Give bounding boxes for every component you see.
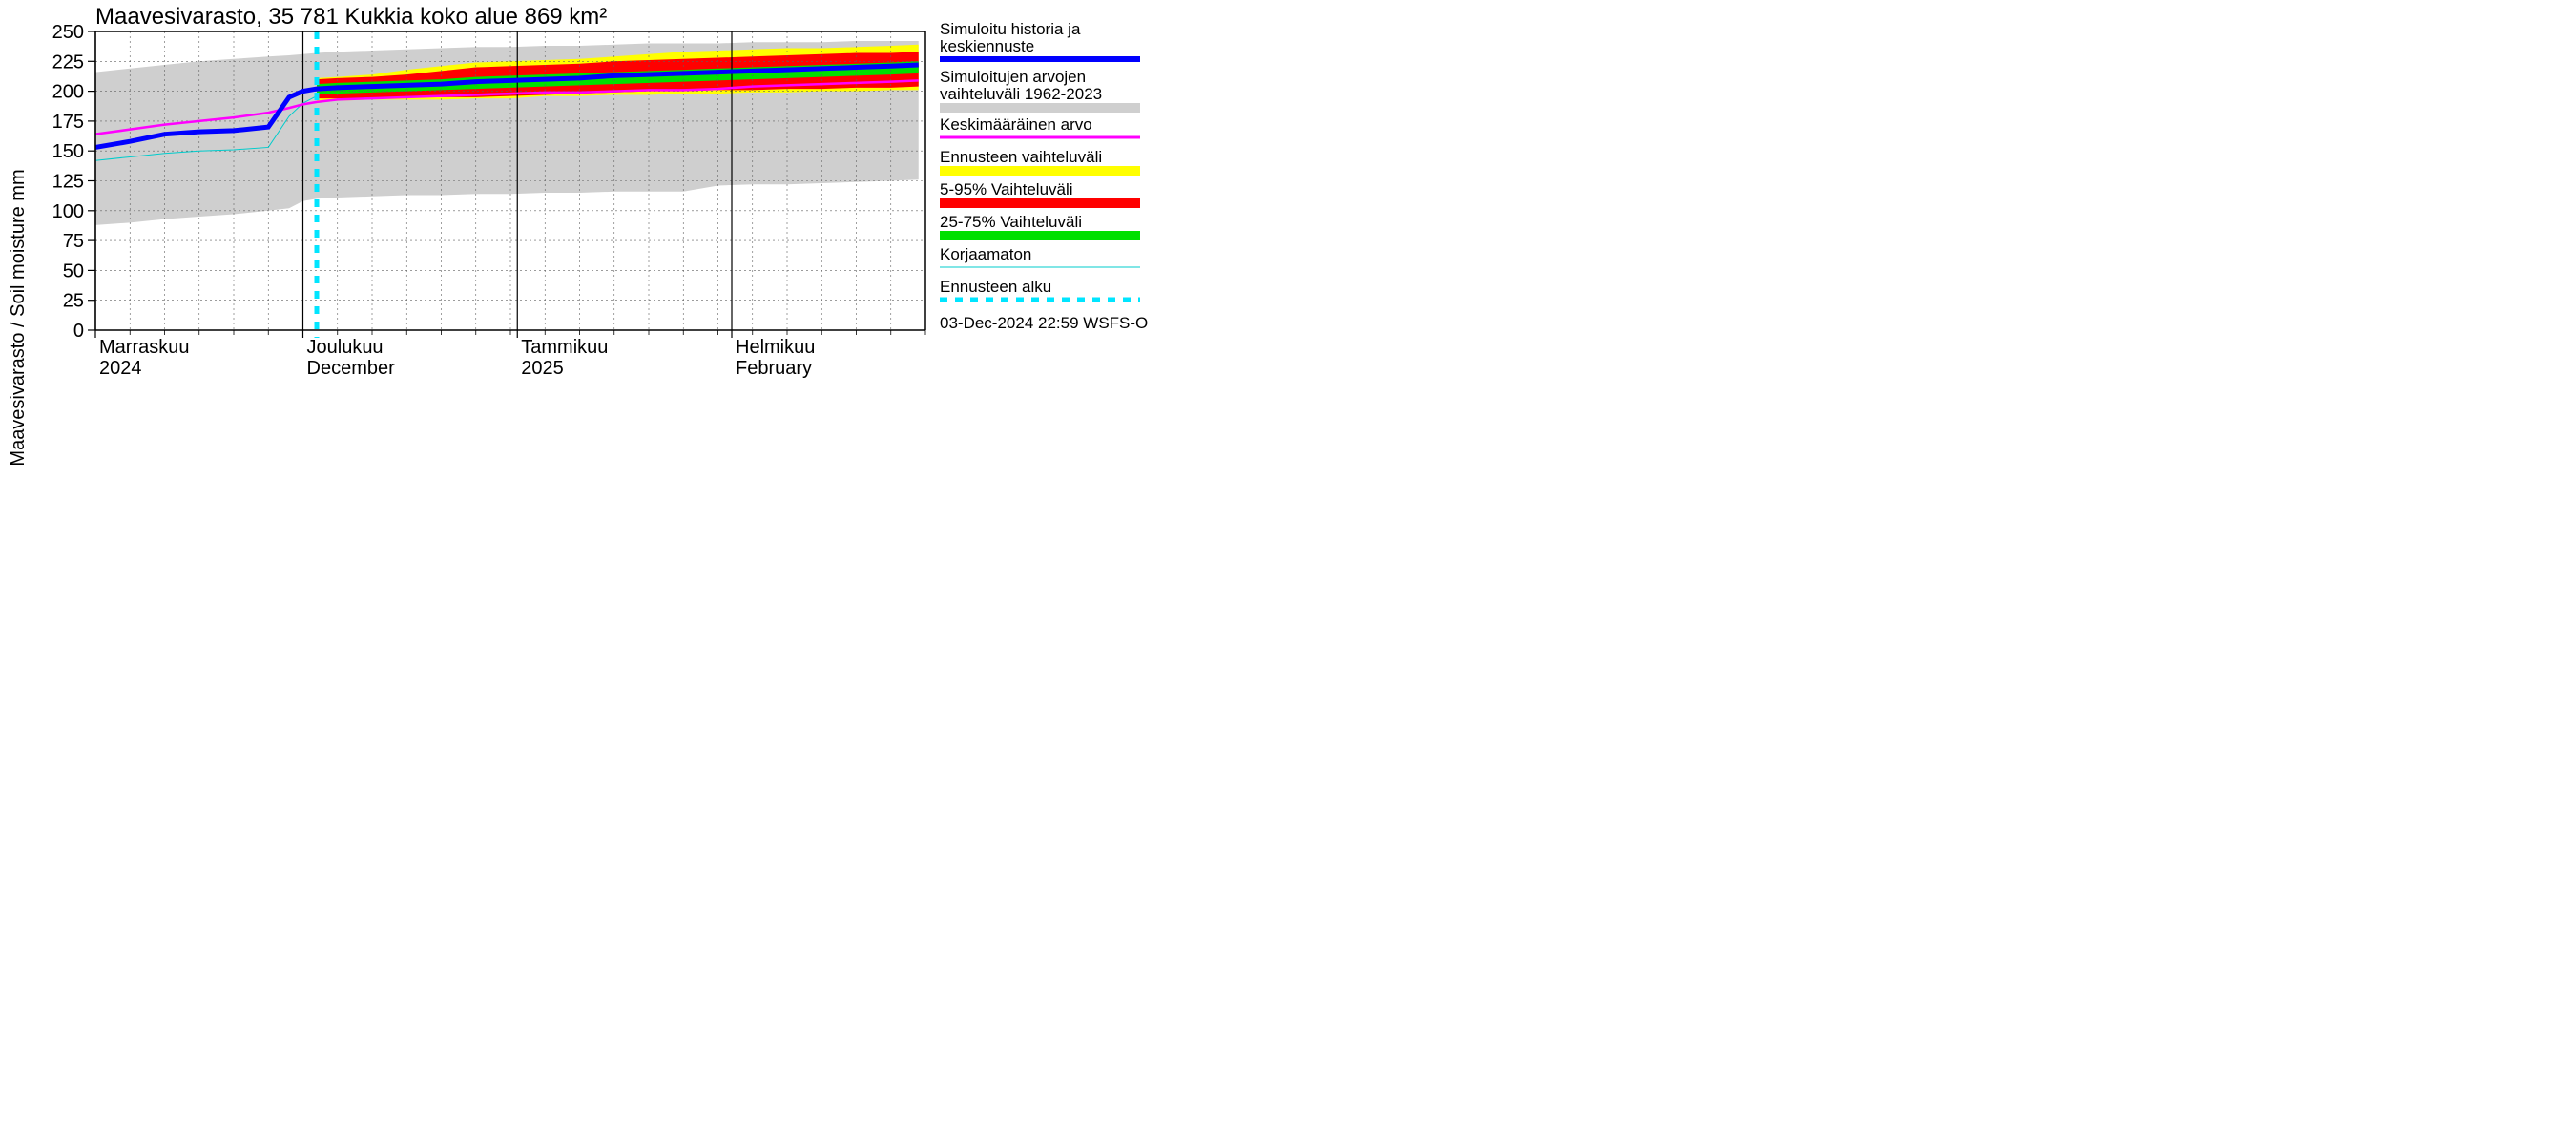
y-tick-labels: 0 25 50 75 100 125 150 175 200 225 250 xyxy=(52,22,84,342)
month-label-top: Marraskuu xyxy=(99,337,189,358)
y-tick-label: 125 xyxy=(52,172,84,193)
soil-moisture-chart: Maavesivarasto, 35 781 Kukkia koko alue … xyxy=(0,0,1431,636)
month-label-top: Helmikuu xyxy=(736,337,815,358)
y-tick-label: 175 xyxy=(52,112,84,133)
legend-label: 5-95% Vaihteluväli xyxy=(940,180,1073,198)
legend-label: Ennusteen alku xyxy=(940,278,1051,296)
legend: Simuloitu historia jakeskiennuste Simuloi… xyxy=(940,20,1140,300)
legend-label: Simuloitujen arvojen xyxy=(940,68,1086,86)
legend-label: vaihteluväli 1962-2023 xyxy=(940,85,1102,103)
legend-label: Korjaamaton xyxy=(940,245,1031,263)
month-label-bottom: February xyxy=(736,358,812,379)
month-label-bottom: December xyxy=(307,358,396,379)
month-label-bottom: 2024 xyxy=(99,358,142,379)
legend-swatch xyxy=(940,166,1140,176)
y-tick-label: 75 xyxy=(63,231,84,252)
y-tick-label: 225 xyxy=(52,52,84,73)
y-tick-label: 200 xyxy=(52,82,84,103)
y-tick-label: 150 xyxy=(52,141,84,162)
y-tick-label: 25 xyxy=(63,291,84,312)
footer-timestamp: 03-Dec-2024 22:59 WSFS-O xyxy=(940,314,1148,332)
legend-label: Ennusteen vaihteluväli xyxy=(940,148,1102,166)
month-label-bottom: 2025 xyxy=(521,358,564,379)
legend-swatch xyxy=(940,198,1140,208)
legend-label: keskiennuste xyxy=(940,37,1034,55)
legend-swatch xyxy=(940,231,1140,240)
chart-title: Maavesivarasto, 35 781 Kukkia koko alue … xyxy=(95,4,607,30)
y-tick-label: 100 xyxy=(52,201,84,222)
y-tick-label: 50 xyxy=(63,260,84,281)
legend-label: 25-75% Vaihteluväli xyxy=(940,213,1082,231)
legend-label: Simuloitu historia ja xyxy=(940,20,1081,38)
month-label-top: Tammikuu xyxy=(521,337,608,358)
y-axis-label: Maavesivarasto / Soil moisture mm xyxy=(8,169,29,466)
legend-label: Keskimääräinen arvo xyxy=(940,115,1092,134)
legend-swatch xyxy=(940,103,1140,113)
month-label-top: Joulukuu xyxy=(307,337,384,358)
y-tick-label: 0 xyxy=(73,321,84,342)
x-tick-labels: Marraskuu2024 JoulukuuDecember Tammikuu202… xyxy=(99,337,815,379)
y-tick-label: 250 xyxy=(52,22,84,43)
